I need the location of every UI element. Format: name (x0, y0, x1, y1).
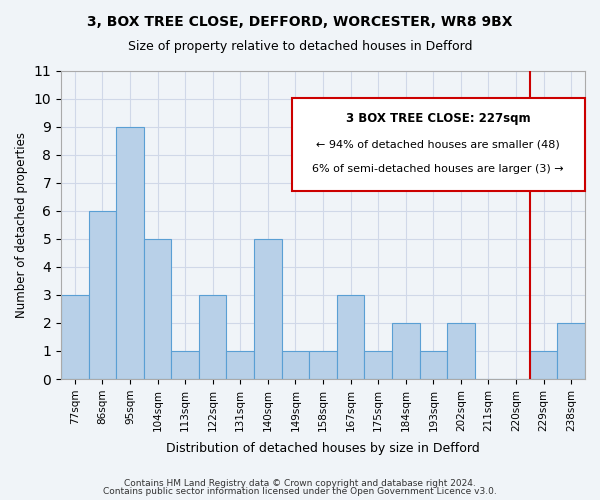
Bar (392, 323, 419, 379)
Text: 6% of semi-detached houses are larger (3) →: 6% of semi-detached houses are larger (3… (313, 164, 564, 173)
Text: 3, BOX TREE CLOSE, DEFFORD, WORCESTER, WR8 9BX: 3, BOX TREE CLOSE, DEFFORD, WORCESTER, W… (87, 15, 513, 29)
Bar (144, 239, 172, 379)
Bar (309, 351, 337, 379)
Bar (254, 239, 281, 379)
Text: Contains HM Land Registry data © Crown copyright and database right 2024.: Contains HM Land Registry data © Crown c… (124, 478, 476, 488)
Text: Contains public sector information licensed under the Open Government Licence v3: Contains public sector information licen… (103, 487, 497, 496)
Bar (89, 210, 116, 379)
Bar (116, 126, 144, 379)
Bar (530, 351, 557, 379)
FancyBboxPatch shape (292, 98, 585, 191)
Bar (419, 351, 447, 379)
Bar (281, 351, 309, 379)
Bar (557, 323, 585, 379)
Y-axis label: Number of detached properties: Number of detached properties (15, 132, 28, 318)
Bar (61, 295, 89, 379)
Text: ← 94% of detached houses are smaller (48): ← 94% of detached houses are smaller (48… (316, 140, 560, 149)
Bar (199, 295, 226, 379)
Bar (337, 295, 364, 379)
Bar (364, 351, 392, 379)
Text: Size of property relative to detached houses in Defford: Size of property relative to detached ho… (128, 40, 472, 53)
X-axis label: Distribution of detached houses by size in Defford: Distribution of detached houses by size … (166, 442, 480, 455)
Bar (172, 351, 199, 379)
Bar (226, 351, 254, 379)
Text: 3 BOX TREE CLOSE: 227sqm: 3 BOX TREE CLOSE: 227sqm (346, 112, 530, 125)
Bar (447, 323, 475, 379)
